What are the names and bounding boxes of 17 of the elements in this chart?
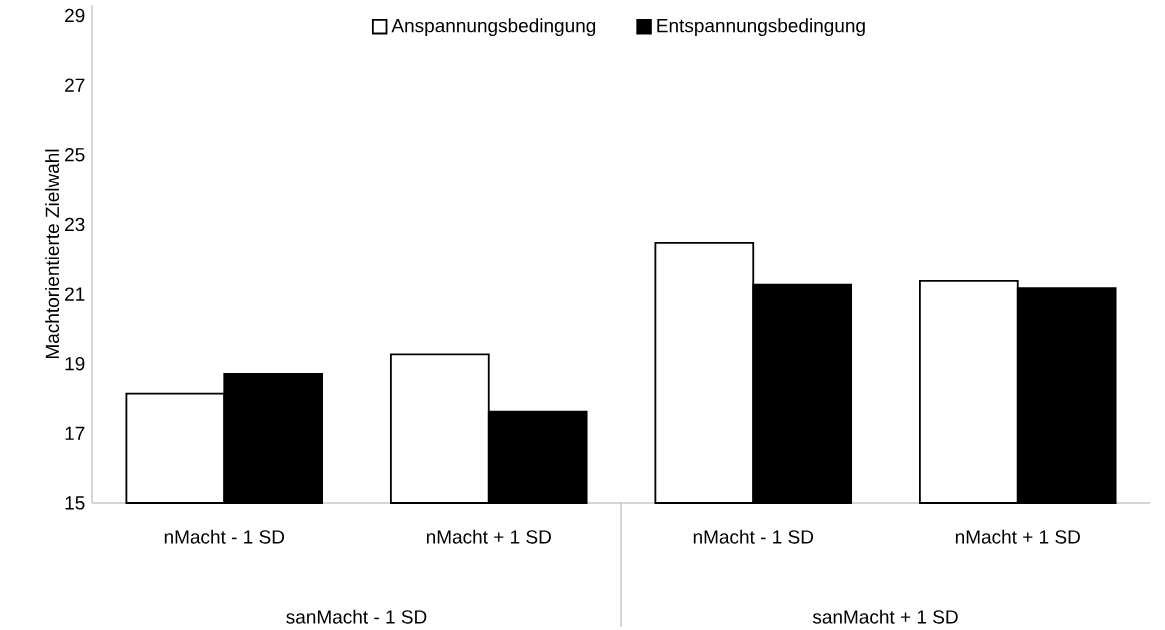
- y-axis-title: Machtorientierte Zielwahl: [45, 149, 60, 359]
- y-tick-label: 29: [65, 8, 85, 23]
- legend-label: Anspannungsbedingung: [391, 18, 596, 37]
- y-tick-label: 25: [65, 148, 85, 162]
- y-tick-label: 23: [65, 217, 85, 232]
- y-tick-label: 17: [65, 426, 85, 440]
- x-tick-label: nMacht + 1 SD: [955, 529, 1080, 544]
- y-tick-label: 21: [65, 287, 85, 301]
- text: sanMacht + 1 SD: [812, 609, 958, 624]
- text: sanMacht - 1 SD: [286, 609, 427, 624]
- x-tick-label: nMacht - 1 SD: [164, 529, 285, 544]
- legend-label: Entspannungsbedingung: [657, 18, 865, 37]
- x-tick-label: nMacht + 1 SD: [426, 529, 551, 544]
- y-tick-label: 19: [65, 356, 85, 371]
- x-tick-label: nMacht - 1 SD: [693, 529, 814, 544]
- y-tick-label: 15: [65, 496, 85, 510]
- y-tick-label: 27: [65, 78, 85, 92]
